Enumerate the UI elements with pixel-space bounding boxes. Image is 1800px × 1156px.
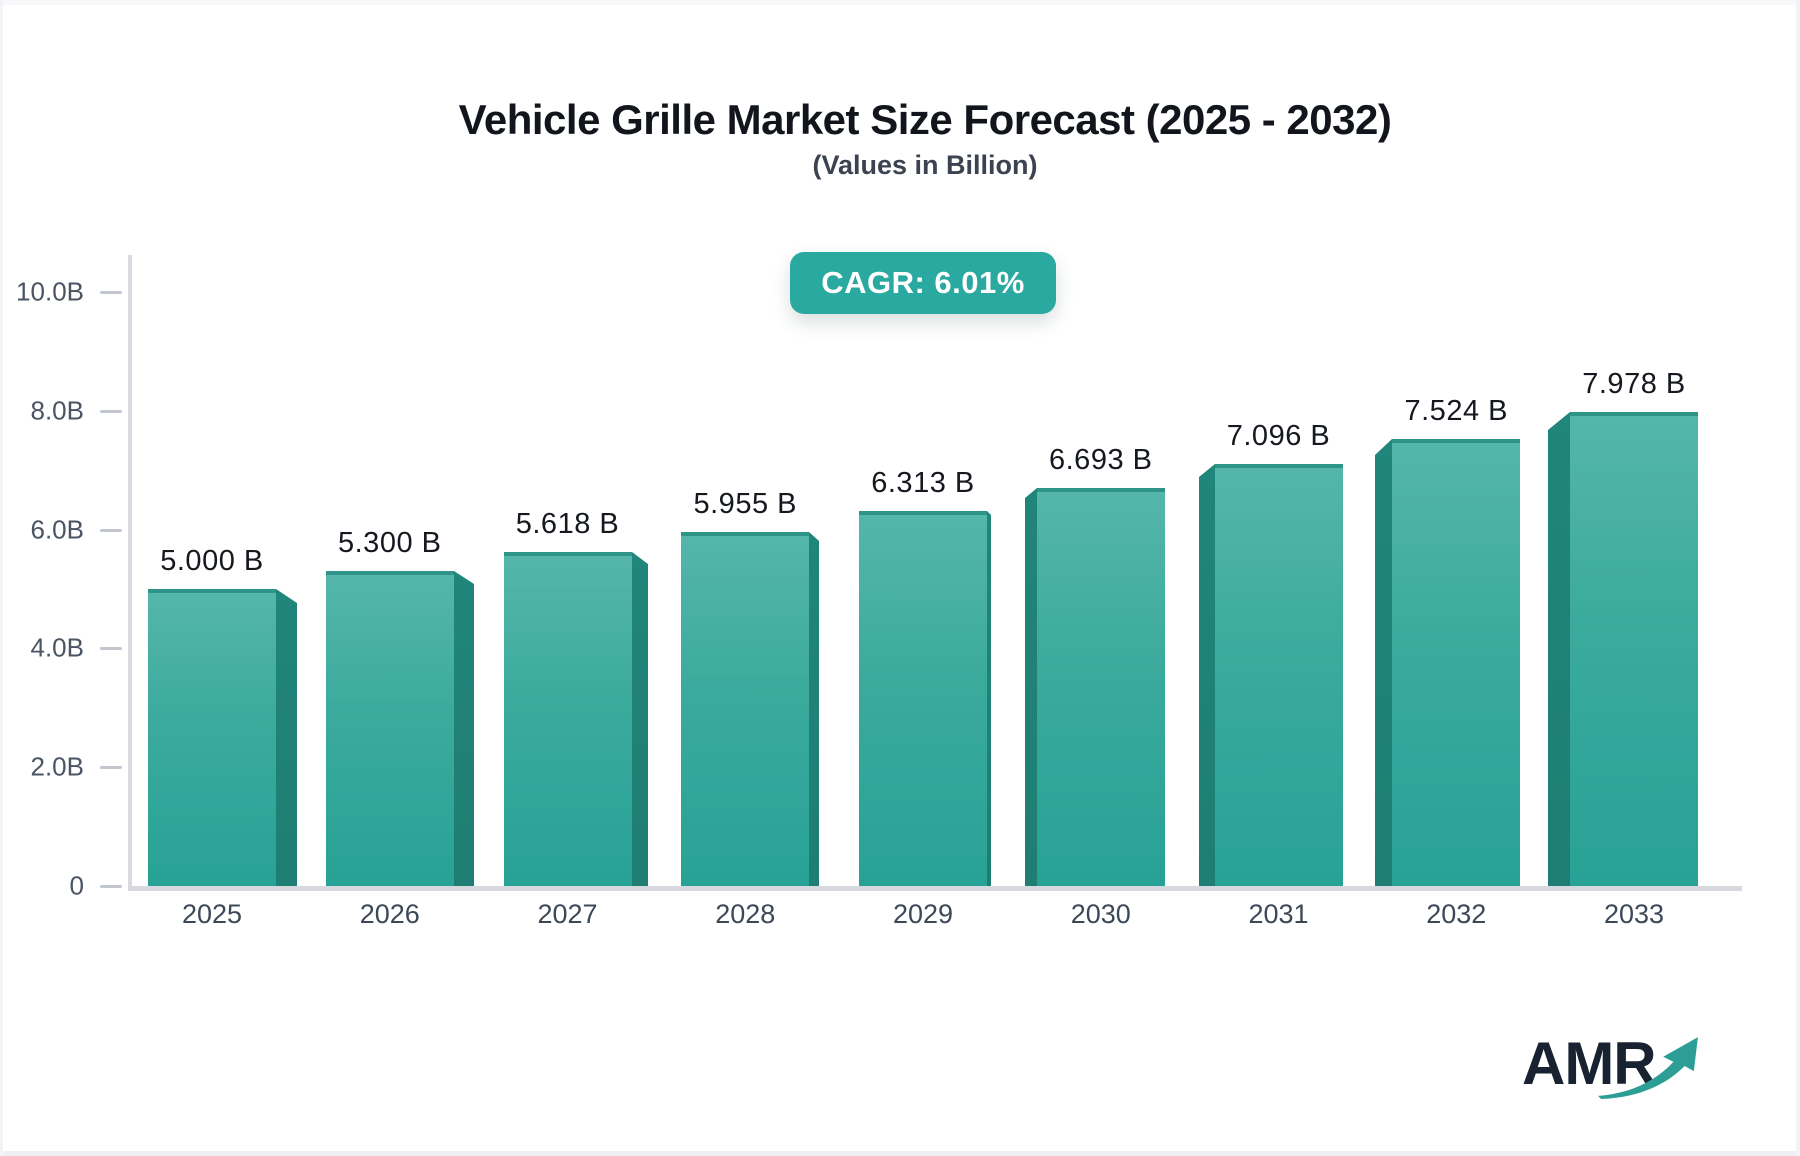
y-axis-line [128,255,132,890]
bar-side-2025 [276,589,297,886]
frame-bottom-edge [0,1151,1800,1156]
y-tick-label-4.0B: 4.0B [30,632,85,663]
bar-side-2026 [454,571,474,886]
bar-side-2029 [987,511,991,886]
bar-2032 [1392,439,1520,886]
bar-side-2032 [1375,439,1392,886]
bar-value-label-2025: 5.000 B [160,545,264,577]
bar-2028 [681,532,809,886]
y-tick-label-8.0B: 8.0B [30,395,85,426]
x-tick-label-2033: 2033 [1603,899,1665,929]
bar-side-2028 [809,532,819,886]
bar-value-label-2033: 7.978 B [1582,368,1686,400]
bar-2026 [326,571,454,886]
bar-value-label-2028: 5.955 B [693,488,797,520]
bar-value-label-2029: 6.313 B [871,467,975,499]
chart-title: Vehicle Grille Market Size Forecast (202… [458,96,1392,143]
x-tick-label-2027: 2027 [537,899,598,929]
y-tick-label-10.0B: 10.0B [16,276,84,307]
bar-2029 [859,511,987,886]
y-tick-mark [100,885,122,888]
bar-side-2030 [1025,488,1037,886]
bar-2027 [504,552,632,886]
bar-2025 [148,589,276,886]
bar-value-label-2026: 5.300 B [338,527,442,559]
x-tick-label-2026: 2026 [359,899,420,929]
amr-logo: AMR [1522,1034,1722,1114]
frame-top-edge [0,0,1800,5]
x-tick-label-2028: 2028 [715,899,776,929]
y-tick-label-6.0B: 6.0B [30,514,85,545]
y-tick-label-2.0B: 2.0B [30,751,85,782]
x-tick-label-2025: 2025 [181,899,243,929]
growth-arrow-icon [1598,1037,1698,1099]
bar-2030 [1037,488,1165,886]
bar-2031 [1215,464,1343,886]
y-tick-mark [100,647,122,651]
cagr-badge-label: CAGR: 6.01% [821,265,1025,300]
bar-side-2031 [1199,464,1215,886]
x-tick-label-2030: 2030 [1070,899,1131,929]
bar-side-2033 [1548,412,1570,886]
y-tick-mark [100,409,122,413]
bar-side-2027 [632,552,648,886]
x-tick-label-2032: 2032 [1426,899,1487,929]
bar-2033 [1570,412,1698,886]
y-tick-mark [100,291,122,294]
chart-subtitle: (Values in Billion) [812,150,1038,180]
cagr-badge: CAGR: 6.01% [790,252,1056,314]
bar-value-label-2032: 7.524 B [1404,395,1508,427]
x-axis-line [128,886,1742,891]
frame-left-edge [0,0,3,1156]
y-tick-mark [100,528,122,532]
x-tick-label-2031: 2031 [1248,899,1309,929]
bar-value-label-2027: 5.618 B [515,508,620,540]
bar-value-label-2031: 7.096 B [1226,420,1331,452]
y-tick-label-0: 0 [69,870,84,901]
amr-logo-text: AMR [1522,1030,1657,1097]
x-tick-label-2029: 2029 [892,899,954,929]
bar-value-label-2030: 6.693 B [1049,444,1153,476]
y-tick-mark [100,766,122,770]
frame-right-edge [1796,0,1800,1156]
